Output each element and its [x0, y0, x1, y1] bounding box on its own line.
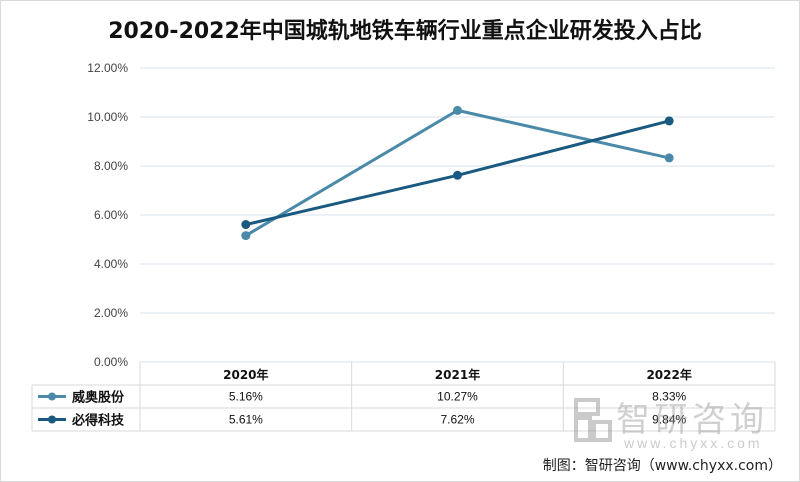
data-cell: 9.84%: [652, 413, 686, 427]
data-point: [664, 153, 674, 163]
watermark-text: 智研咨询: [616, 400, 768, 440]
legend-marker-key: [48, 415, 56, 424]
data-cell: 10.27%: [437, 390, 478, 404]
y-tick-label: 4.00%: [94, 257, 128, 271]
data-point: [241, 220, 251, 230]
y-axis-ticks: 0.00% 2.00% 4.00% 6.00% 8.00% 10.00% 12.00%: [87, 61, 128, 369]
data-point: [453, 170, 462, 180]
category-label: 2021年: [435, 367, 480, 382]
legend-marker-key: [48, 392, 56, 401]
watermark-logo-icon: [574, 398, 612, 442]
series-lines: [241, 105, 674, 241]
y-tick-label: 10.00%: [87, 110, 128, 124]
data-cell: 5.16%: [229, 390, 263, 404]
data-point: [664, 116, 674, 126]
watermark-url: www.chyxx.com: [624, 435, 763, 451]
category-label: 2022年: [646, 367, 691, 382]
y-tick-label: 6.00%: [94, 208, 128, 222]
data-cell: 8.33%: [652, 390, 686, 404]
y-tick-label: 0.00%: [94, 355, 128, 369]
data-cell: 5.61%: [229, 413, 263, 427]
data-cell: 7.62%: [440, 413, 474, 427]
y-tick-label: 8.00%: [94, 159, 128, 173]
series-name: 威奥股份: [72, 390, 125, 406]
data-point: [453, 105, 462, 115]
chart-title: 2020-2022年中国城轨地铁车辆行业重点企业研发投入占比: [108, 19, 702, 44]
series-name: 必得科技: [71, 413, 125, 429]
category-label: 2020年: [223, 367, 268, 382]
data-point: [241, 231, 251, 241]
y-tick-label: 2.00%: [94, 306, 128, 320]
source-note: 制图：智研咨询（www.chyxx.com）: [542, 458, 782, 474]
y-tick-label: 12.00%: [87, 61, 128, 75]
